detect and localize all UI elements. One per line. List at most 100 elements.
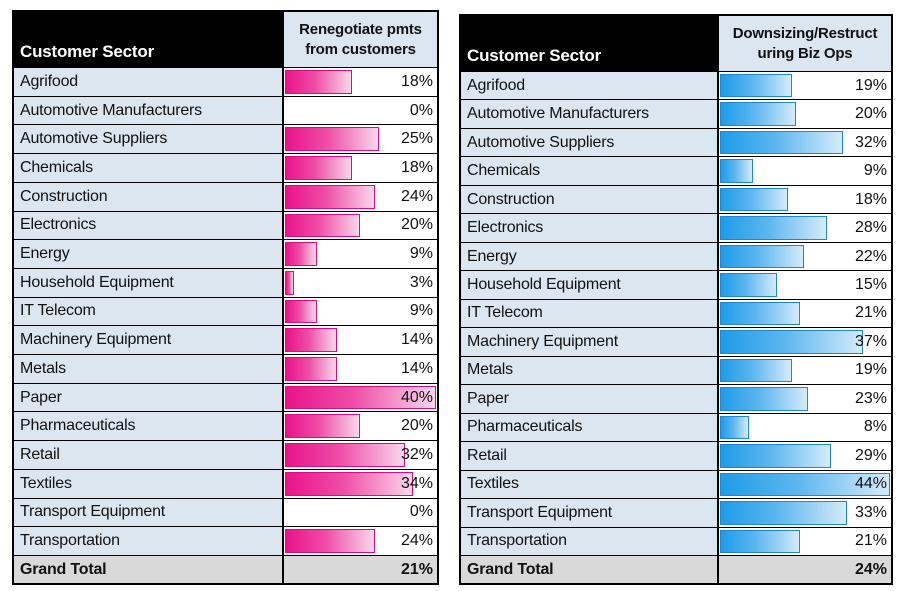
data-bar — [720, 187, 789, 212]
table-header-row: Customer Sector Downsizing/Restruct urin… — [461, 16, 891, 71]
data-bar — [720, 415, 750, 440]
value-cell: 18% — [717, 185, 891, 214]
value-cell: 14% — [282, 355, 437, 383]
value-label: 18% — [400, 72, 433, 90]
value-cell: 24% — [282, 182, 437, 211]
data-bar — [720, 529, 801, 553]
data-bar — [720, 387, 808, 411]
table-row: Household Equipment 15% — [461, 270, 891, 299]
table-row: Chemicals 9% — [461, 156, 891, 185]
sector-cell: Energy — [461, 242, 717, 271]
sector-cell: Construction — [461, 185, 717, 214]
table-row: Electronics 28% — [461, 213, 891, 242]
value-label: 9% — [409, 302, 433, 320]
table-row: Agrifood 19% — [461, 71, 891, 100]
sector-cell: Textiles — [461, 470, 717, 499]
value-cell: 24% — [282, 527, 437, 555]
sector-column-header: Customer Sector — [461, 16, 717, 71]
value-cell: 8% — [717, 413, 891, 442]
sector-cell: Chemicals — [14, 154, 282, 182]
metric-header-line2: from customers — [305, 40, 416, 58]
data-bar — [285, 156, 352, 180]
grand-total-label: Grand Total — [14, 556, 282, 583]
sector-cell: Agrifood — [14, 68, 282, 96]
data-bar — [285, 471, 414, 496]
value-label: 19% — [854, 76, 887, 94]
data-bar — [720, 301, 801, 326]
sector-cell: Automotive Manufacturers — [14, 96, 282, 125]
value-cell: 21% — [717, 527, 891, 555]
sector-cell: Energy — [14, 240, 282, 268]
sector-cell: Paper — [461, 385, 717, 413]
sector-cell: Chemicals — [461, 157, 717, 185]
data-bar — [285, 70, 352, 94]
table-row: Energy 22% — [461, 241, 891, 271]
table-body: Agrifood 18% Automotive Manufacturers 0% Aut… — [14, 67, 437, 555]
value-label: 8% — [863, 418, 887, 436]
data-bar — [285, 414, 360, 439]
table-row: Paper 23% — [461, 384, 891, 413]
grand-total-label: Grand Total — [461, 556, 717, 583]
value-label: 19% — [854, 361, 887, 379]
metric-column-header: Renegotiate pmts from customers — [282, 12, 437, 67]
data-bar — [720, 273, 777, 297]
value-cell: 18% — [282, 68, 437, 96]
value-cell: 15% — [717, 271, 891, 299]
value-label: 9% — [863, 162, 887, 180]
sector-cell: Pharmaceuticals — [14, 412, 282, 441]
metric-header-line2: uring Biz Ops — [757, 44, 853, 62]
value-cell: 9% — [282, 297, 437, 326]
value-cell: 40% — [282, 383, 437, 412]
grand-total-value: 21% — [400, 560, 433, 578]
value-cell: 44% — [717, 470, 891, 499]
metric-column-header: Downsizing/Restruct uring Biz Ops — [717, 16, 891, 71]
data-bar — [720, 472, 890, 497]
data-bar — [285, 242, 318, 266]
value-cell: 32% — [717, 128, 891, 157]
data-bar — [720, 244, 804, 269]
table-row: Paper 40% — [14, 382, 437, 412]
value-label: 33% — [854, 503, 887, 521]
value-cell: 0% — [282, 498, 437, 527]
table-row: IT Telecom 9% — [14, 296, 437, 326]
value-cell: 18% — [282, 154, 437, 182]
data-bar — [285, 184, 375, 209]
grand-total-value-cell: 21% — [282, 556, 437, 583]
table-row: Chemicals 18% — [14, 153, 437, 182]
table-row: Pharmaceuticals 8% — [461, 412, 891, 442]
table-row: Automotive Manufacturers 0% — [14, 95, 437, 125]
value-cell: 9% — [282, 240, 437, 268]
data-bar — [285, 443, 406, 467]
table-row: Pharmaceuticals 20% — [14, 411, 437, 441]
sector-cell: Textiles — [14, 469, 282, 498]
sector-cell: Automotive Suppliers — [14, 125, 282, 154]
value-cell: 20% — [717, 100, 891, 128]
sector-cell: Automotive Manufacturers — [461, 100, 717, 128]
value-label: 0% — [409, 503, 433, 521]
sector-cell: Construction — [14, 182, 282, 211]
grand-total-value-cell: 24% — [717, 556, 891, 583]
value-label: 3% — [409, 273, 433, 291]
value-label: 20% — [400, 216, 433, 234]
sector-cell: Transport Equipment — [461, 499, 717, 527]
data-bar — [720, 330, 863, 354]
data-bar — [285, 357, 337, 381]
value-label: 32% — [854, 133, 887, 151]
table-body: Agrifood 19% Automotive Manufacturers 20% Au… — [461, 71, 891, 555]
value-label: 0% — [409, 101, 433, 119]
grand-total-row: Grand Total 24% — [461, 555, 891, 583]
value-label: 40% — [400, 388, 433, 406]
value-label: 20% — [400, 417, 433, 435]
value-label: 18% — [854, 190, 887, 208]
table-row: Retail 29% — [461, 441, 891, 470]
table-row: Automotive Suppliers 32% — [461, 127, 891, 157]
sector-cell: Automotive Suppliers — [461, 128, 717, 157]
value-cell: 34% — [282, 469, 437, 498]
value-cell: 32% — [282, 441, 437, 469]
value-cell: 22% — [717, 242, 891, 271]
value-cell: 25% — [282, 125, 437, 154]
sector-cell: Agrifood — [461, 72, 717, 100]
data-bar — [285, 328, 337, 353]
value-cell: 3% — [282, 268, 437, 297]
table-row: Transport Equipment 33% — [461, 498, 891, 527]
